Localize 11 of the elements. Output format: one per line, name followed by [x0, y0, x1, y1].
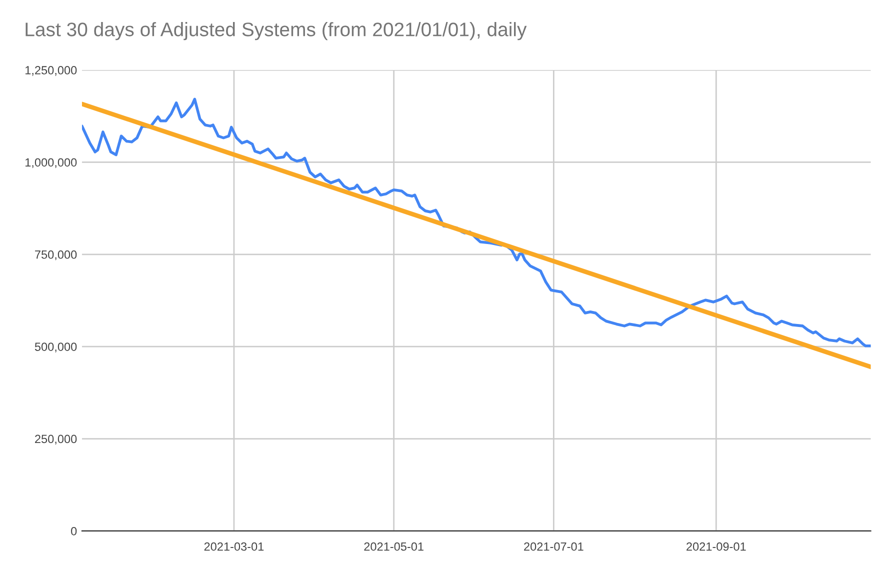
y-tick-label: 1,000,000 [26, 158, 77, 168]
y-tick-label: 500,000 [34, 342, 77, 352]
y-tick-label: 0 [71, 526, 77, 536]
x-tick-label: 2021-05-01 [364, 542, 424, 551]
y-tick-label: 750,000 [35, 250, 77, 260]
x-tick-label: 2021-07-01 [524, 542, 584, 551]
x-tick-label: 2021-03-01 [204, 542, 264, 551]
y-tick-label: 250,000 [35, 434, 77, 445]
x-tick-label: 2021-09-01 [686, 542, 746, 551]
chart-title: Last 30 days of Adjusted Systems (from 2021/01/01), daily [26, 22, 527, 40]
y-tick-label: 1,250,000 [26, 66, 77, 76]
